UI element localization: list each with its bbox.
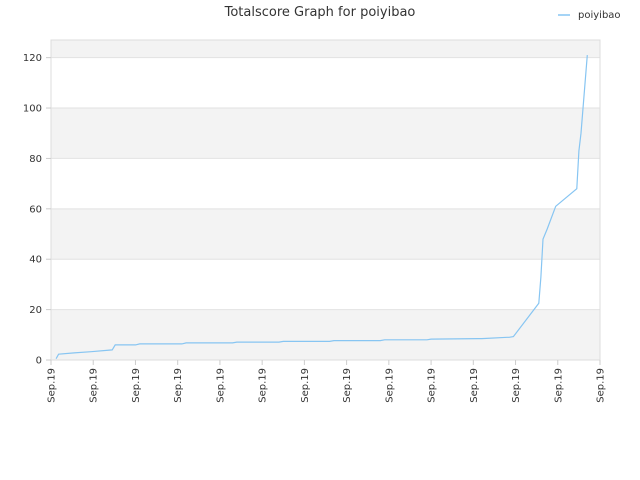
y-tick-label: 40 <box>29 255 42 266</box>
legend-label-poiyibao: poiyibao <box>578 10 621 21</box>
x-tick-label: Sep.19 <box>469 368 480 403</box>
x-tick-label: Sep.19 <box>89 368 100 403</box>
plot-band <box>51 208 600 260</box>
plot-frame <box>50 39 601 361</box>
x-tick-label: Sep.19 <box>131 368 142 403</box>
x-tick-label: Sep.19 <box>553 368 564 403</box>
plot-band <box>51 108 600 159</box>
x-tick-label: Sep.19 <box>47 368 58 403</box>
y-tick-label: 120 <box>23 53 42 64</box>
plot-band <box>51 57 600 109</box>
x-tick-label: Sep.19 <box>427 368 438 403</box>
x-tick-label: Sep.19 <box>384 368 395 403</box>
y-tick-label: 0 <box>36 356 42 367</box>
y-tick-label: 20 <box>29 305 42 316</box>
x-tick-label: Sep.19 <box>173 368 184 403</box>
series-line-poiyibao <box>55 55 588 359</box>
plot-band <box>51 309 600 360</box>
y-tick-label: 60 <box>29 204 42 215</box>
x-axis: Sep.19 Sep.19 Sep.19 Sep.19 Sep.19 Sep.19 Sep.… <box>47 360 607 403</box>
plot-band <box>51 40 600 58</box>
y-tick-label: 100 <box>23 104 42 115</box>
x-tick-label: Sep.19 <box>511 368 522 403</box>
x-tick-label: Sep.19 <box>596 368 607 403</box>
plot-background-bands <box>51 40 600 360</box>
chart-title: Totalscore Graph for poiyibao <box>224 5 416 20</box>
x-tick-label: Sep.19 <box>300 368 311 403</box>
legend: poiyibao <box>558 10 621 21</box>
gridlines <box>51 57 600 361</box>
y-axis: 0 20 40 60 80 100 120 <box>23 53 51 367</box>
x-tick-label: Sep.19 <box>258 368 269 403</box>
x-tick-label: Sep.19 <box>342 368 353 403</box>
plot-band <box>51 259 600 310</box>
plot-band <box>51 158 600 209</box>
y-tick-label: 80 <box>29 154 42 165</box>
x-tick-label: Sep.19 <box>215 368 226 403</box>
